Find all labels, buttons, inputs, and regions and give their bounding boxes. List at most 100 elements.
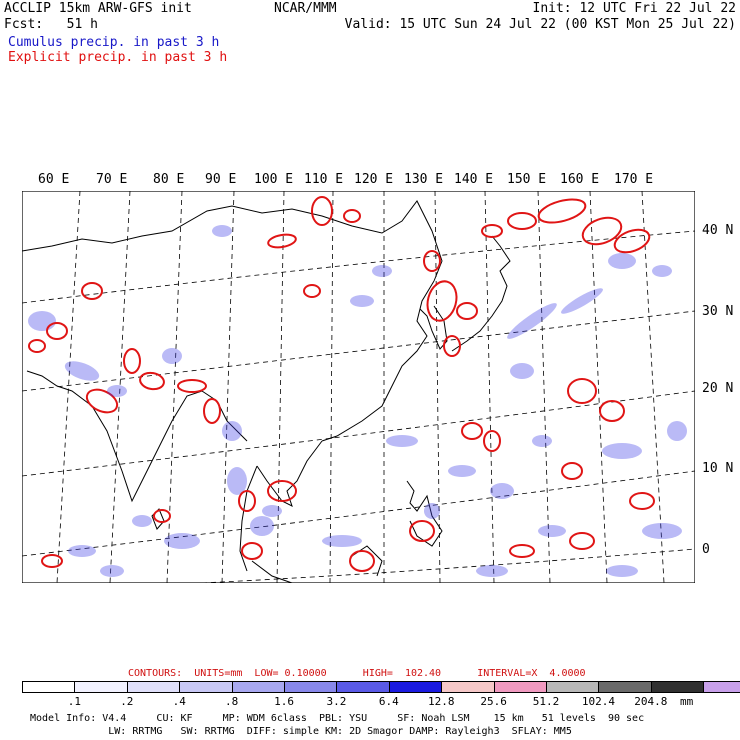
colorbar-label: 25.6 — [480, 695, 507, 708]
explicit-precip-blob — [581, 216, 623, 246]
explicit-precip-blob — [177, 379, 207, 393]
cumulus-precip-blob — [250, 516, 274, 536]
explicit-precip-blob — [41, 554, 63, 568]
cumulus-precip-blob — [322, 535, 362, 547]
colorbar-swatch — [388, 681, 443, 693]
cumulus-precip-blob — [490, 483, 514, 499]
cumulus-precip-blob — [222, 421, 242, 441]
cumulus-precip-blob — [164, 533, 200, 549]
colorbar-label: .1 — [67, 695, 82, 708]
cumulus-precip-blob — [162, 348, 182, 364]
lon-label: 170 E — [614, 172, 654, 187]
explicit-precip-blob — [567, 378, 597, 404]
cumulus-precip-blob — [107, 385, 127, 397]
lon-label: 80 E — [153, 172, 185, 187]
explicit-precip-blob — [267, 480, 297, 502]
precipitation-map — [22, 191, 695, 583]
cumulus-precip-blob — [652, 265, 672, 277]
explicit-precip-blob — [423, 250, 441, 272]
colorbar-swatch — [231, 681, 285, 693]
colorbar-swatch — [179, 681, 233, 693]
explicit-precip-blob — [409, 520, 435, 542]
lon-label: 150 E — [507, 172, 547, 187]
precip-features — [28, 196, 687, 577]
explicit-precip-blob — [629, 492, 655, 510]
explicit-precip-blob — [426, 280, 458, 322]
colorbar-swatch — [546, 681, 600, 693]
explicit-precip-blob — [461, 422, 483, 440]
colorbar-label: 3.2 — [326, 695, 347, 708]
lat-label: 0 — [702, 542, 710, 557]
explicit-precip-blob — [238, 490, 256, 512]
colorbar-swatch — [126, 681, 181, 693]
colorbar-label: 12.8 — [428, 695, 455, 708]
lon-label: 90 E — [205, 172, 237, 187]
explicit-precip-blob — [139, 371, 165, 391]
lon-label: 60 E — [38, 172, 70, 187]
colorbar-swatch — [703, 681, 740, 693]
explicit-precip-blob — [613, 228, 651, 254]
lon-label: 140 E — [454, 172, 494, 187]
cumulus-precip-blob — [642, 523, 682, 539]
cumulus-legend: Cumulus precip. in past 3 h — [8, 35, 220, 50]
explicit-precip-blob — [81, 282, 103, 300]
explicit-precip-blob — [349, 550, 375, 572]
explicit-precip-blob — [85, 388, 119, 414]
colorbar-label: 204.8 — [634, 695, 668, 708]
explicit-precip-blob — [28, 339, 46, 353]
cumulus-precip-blob — [262, 505, 282, 517]
valid-time: Valid: 15 UTC Sun 24 Jul 22 (00 KST Mon … — [344, 17, 736, 32]
lat-label: 30 N — [702, 304, 734, 319]
colorbar-unit: mm — [680, 695, 694, 708]
explicit-precip-blob — [343, 209, 361, 223]
cumulus-precip-blob — [212, 225, 232, 237]
lon-label: 110 E — [304, 172, 344, 187]
colorbar-swatch — [493, 681, 547, 693]
colorbar-swatch — [22, 681, 76, 693]
cumulus-precip-blob — [667, 421, 687, 441]
colorbar-label: 102.4 — [581, 695, 616, 708]
model-info-line2: LW: RRTMG SW: RRTMG DIFF: simple KM: 2D … — [30, 726, 572, 737]
cumulus-precip-blob — [507, 303, 557, 339]
explicit-precip-blob — [561, 462, 583, 480]
lon-label: 100 E — [254, 172, 294, 187]
explicit-precip-blob — [507, 212, 537, 230]
contour-info: CONTOURS: UNITS=mm LOW= 0.10000 HIGH= 10… — [128, 668, 586, 679]
cumulus-precip-blob — [100, 565, 124, 577]
lon-label: 120 E — [354, 172, 394, 187]
cumulus-precip-blob — [28, 311, 56, 331]
forecast-hour: Fcst: 51 h — [4, 17, 98, 32]
colorbar-swatch — [650, 681, 705, 693]
explicit-precip-blob — [203, 398, 221, 424]
explicit-precip-blob — [483, 430, 501, 452]
colorbar-label: .2 — [120, 695, 134, 708]
explicit-precip-blob — [537, 198, 587, 224]
explicit-legend: Explicit precip. in past 3 h — [8, 50, 228, 65]
explicit-precip-blob — [456, 302, 478, 320]
title-model: ACCLIP 15km ARW-GFS init — [4, 1, 192, 16]
explicit-precip-blob — [153, 509, 171, 523]
cumulus-precip-blob — [386, 435, 418, 447]
cumulus-precip-blob — [606, 565, 638, 577]
lat-label: 40 N — [702, 223, 734, 238]
lat-label: 20 N — [702, 381, 734, 396]
explicit-precip-blob — [267, 233, 297, 249]
cumulus-precip-blob — [561, 288, 603, 314]
cumulus-precip-blob — [68, 545, 96, 557]
colorbar-swatch — [336, 681, 390, 693]
cumulus-precip-blob — [448, 465, 476, 477]
cumulus-precip-blob — [372, 265, 392, 277]
explicit-precip-blob — [311, 196, 333, 226]
explicit-precip-blob — [509, 544, 535, 558]
explicit-precip-blob — [569, 532, 595, 550]
organization: NCAR/MMM — [274, 1, 337, 16]
lon-label: 70 E — [96, 172, 128, 187]
init-time: Init: 12 UTC Fri 22 Jul 22 — [532, 1, 737, 16]
explicit-precip-blob — [123, 348, 141, 374]
cumulus-precip-blob — [350, 295, 374, 307]
colorbar-label: .4 — [172, 695, 186, 708]
colorbar-swatch — [598, 681, 652, 693]
cumulus-precip-blob — [532, 435, 552, 447]
cumulus-precip-blob — [608, 253, 636, 269]
colorbar-label: 51.2 — [532, 695, 560, 708]
